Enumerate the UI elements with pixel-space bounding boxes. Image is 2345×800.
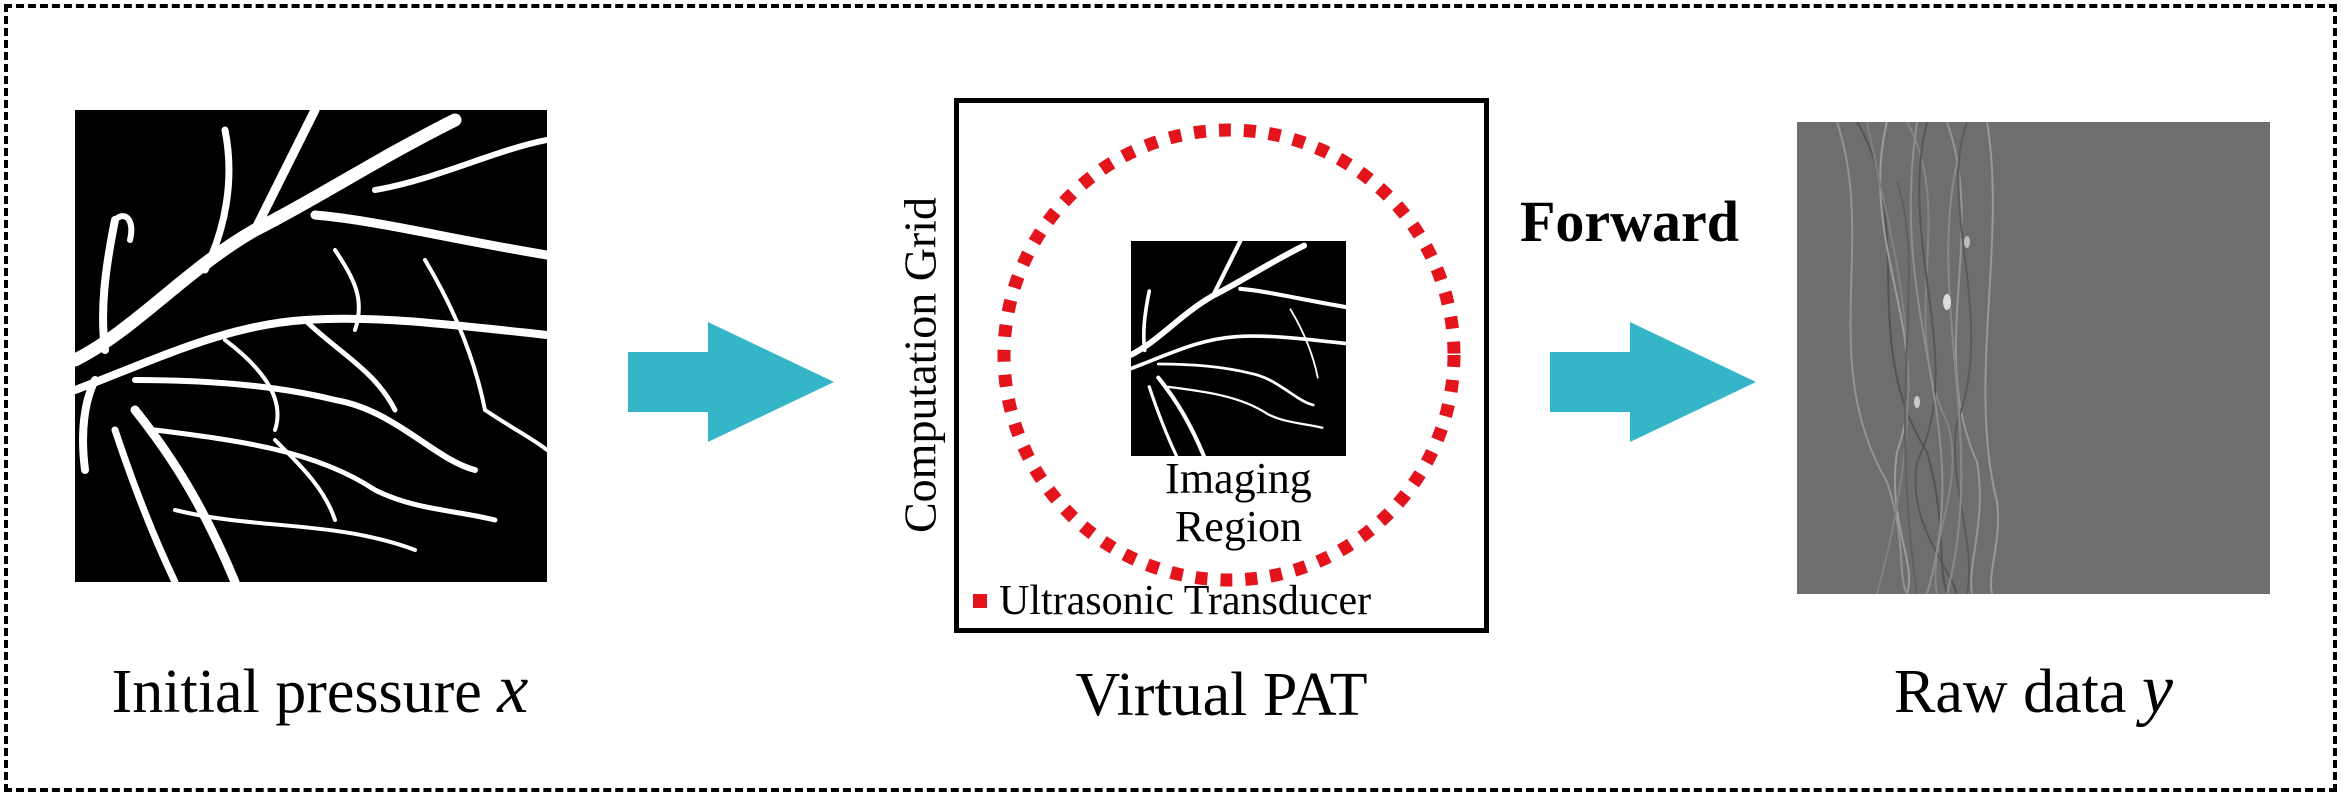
imaging-region-image: [1131, 241, 1346, 456]
raw-data-label: Raw data: [1894, 658, 2127, 726]
raw-data-image: [1797, 122, 2270, 594]
symbol-y: y: [2141, 651, 2173, 728]
symbol-x: x: [497, 651, 529, 728]
right-arrow-2: [1550, 322, 1756, 442]
imaging-region-vessels: [1131, 241, 1346, 456]
transducer-legend-label: Ultrasonic Transducer: [999, 578, 1372, 624]
outer-dashed-frame: [4, 4, 2337, 792]
computation-grid-label: Computation Grid: [880, 150, 960, 580]
virtual-pat-box: Imaging Region Ultrasonic Transducer: [954, 98, 1489, 633]
initial-pressure-caption: Initial pressure x: [60, 650, 580, 730]
virtual-pat-caption: Virtual PAT: [1075, 661, 1368, 729]
initial-pressure-image: [75, 110, 547, 582]
imaging-label-line2: Region: [1174, 502, 1303, 551]
imaging-region-label: Imaging Region: [1131, 455, 1346, 551]
imaging-label-line1: Imaging: [1165, 454, 1312, 503]
right-arrow-1: [628, 322, 834, 442]
transducer-ring: [997, 123, 1461, 587]
transducer-legend-swatch: [973, 594, 987, 608]
transducer-legend: Ultrasonic Transducer: [973, 578, 1371, 624]
computation-grid-text: Computation Grid: [894, 196, 946, 534]
forward-label: Forward: [1520, 189, 1740, 254]
raw-data-caption: Raw data y: [1797, 650, 2270, 730]
vessel-tree-image: [75, 110, 547, 582]
sinogram-traces: [1797, 122, 2270, 594]
initial-pressure-label: Initial pressure: [111, 658, 482, 726]
